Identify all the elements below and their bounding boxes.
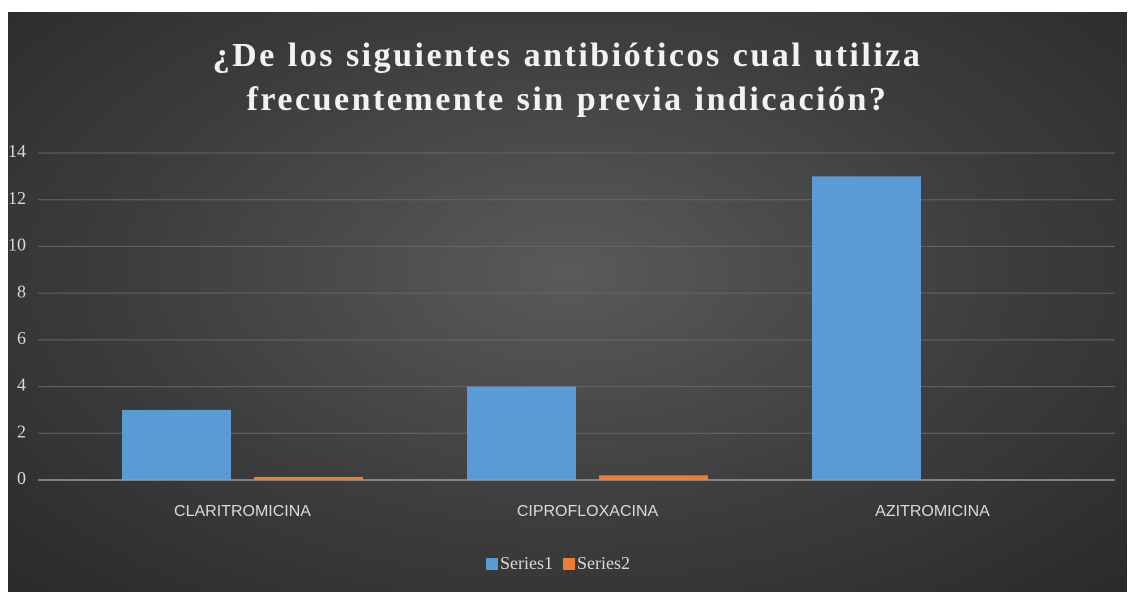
y-tick-label: 14	[8, 141, 26, 161]
legend-swatch	[563, 558, 575, 570]
y-tick-label: 12	[8, 188, 26, 208]
bar	[599, 475, 708, 480]
bar	[254, 476, 363, 480]
bar	[122, 409, 231, 480]
x-tick-label: CLARITROMICINA	[174, 503, 311, 520]
legend-label: Series1	[500, 553, 553, 573]
x-tick-label: CIPROFLOXACINA	[517, 503, 659, 520]
y-tick-label: 2	[17, 421, 26, 441]
bar	[812, 176, 921, 480]
chart: ¿De los siguientes antibióticos cual uti…	[8, 12, 1127, 592]
legend-swatch	[486, 558, 498, 570]
chart-title: ¿De los siguientes antibióticos cual uti…	[212, 37, 923, 118]
y-tick-label: 4	[17, 375, 26, 395]
y-tick-label: 10	[8, 235, 26, 255]
legend-label: Series2	[577, 553, 630, 573]
plot: 0 2 4 6 8 10 12 14 CLARITROMICINA CIPROFLOXACINA A…	[8, 141, 1115, 573]
y-tick-label: 8	[17, 281, 26, 301]
x-tick-label: AZITROMICINA	[875, 503, 990, 520]
y-tick-label: 0	[17, 468, 26, 488]
y-tick-label: 6	[17, 328, 26, 348]
bar	[467, 386, 576, 480]
